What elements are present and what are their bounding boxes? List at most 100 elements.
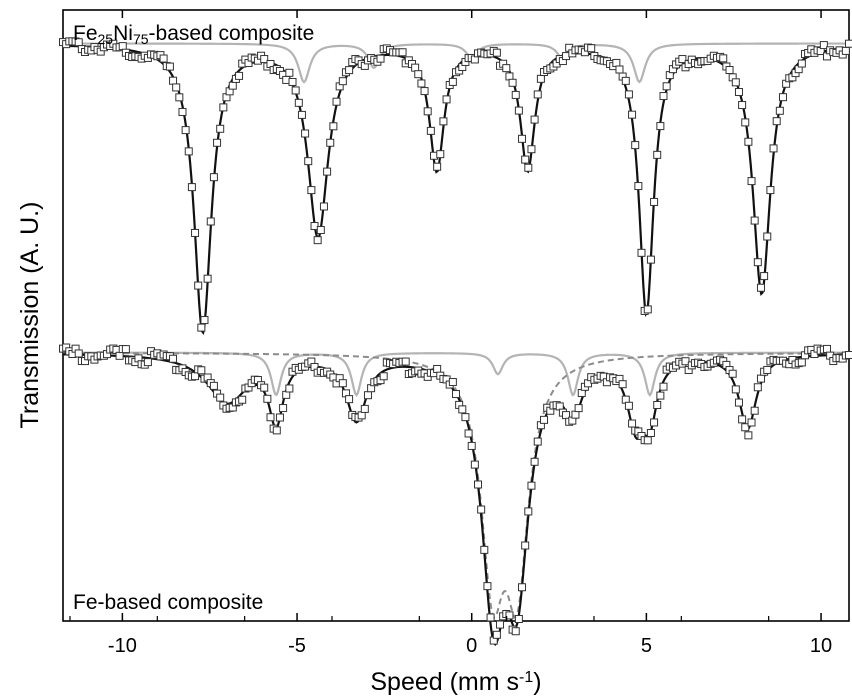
bottom-data-point [618, 380, 627, 389]
top-data-point [678, 55, 687, 64]
top-data-point [197, 323, 206, 332]
top-data-point [819, 41, 828, 50]
top-data-point [741, 118, 750, 127]
top-data-point [184, 147, 193, 156]
top-data-point [191, 228, 200, 237]
top-data-point [216, 124, 225, 133]
x-axis-ticks: -10 -5 0 5 10 [69, 10, 832, 657]
top-data-point [187, 183, 196, 192]
top-data-point [398, 48, 407, 57]
top-data-point [285, 68, 294, 77]
bottom-data-point [659, 382, 668, 391]
bottom-data-point [530, 457, 539, 466]
bottom-data-point [338, 379, 347, 388]
top-data-point [650, 197, 659, 206]
bottom-panel-points [59, 343, 852, 645]
bottom-data-point [822, 344, 831, 353]
top-data-point [159, 54, 168, 63]
top-data-point [316, 226, 325, 235]
top-data-point [426, 126, 435, 135]
top-data-point [731, 78, 740, 87]
top-data-point [719, 54, 728, 63]
bottom-data-point [483, 582, 492, 591]
bottom-data-point [433, 364, 442, 373]
bottom-data-point [401, 357, 410, 366]
bottom-data-point [492, 630, 501, 639]
top-panel-curves [62, 42, 850, 336]
top-data-point [345, 66, 354, 75]
top-data-point [536, 74, 545, 83]
top-data-point [631, 141, 640, 150]
top-data-point [533, 90, 542, 99]
bottom-data-point [681, 357, 690, 366]
bottom-data-point [275, 413, 284, 422]
bottom-data-point [734, 398, 743, 407]
top-data-point [514, 106, 523, 115]
bottom-data-point [533, 437, 542, 446]
bottom-data-point [467, 441, 476, 450]
top-data-point [646, 255, 655, 264]
bottom-data-point [511, 627, 520, 636]
top-data-point [624, 90, 633, 99]
bottom-data-point [452, 390, 460, 399]
x-tick-label: 5 [641, 635, 652, 657]
bottom-data-point [571, 410, 580, 419]
top-data-point [612, 58, 621, 67]
x-tick-label: -10 [108, 635, 137, 657]
top-data-point [291, 86, 300, 95]
bottom-data-point [521, 541, 530, 550]
bottom-data-point [461, 413, 470, 422]
top-data-point [521, 155, 530, 164]
bottom-data-point [197, 366, 206, 375]
bottom-data-point [74, 349, 83, 358]
bottom-data-point [731, 385, 740, 394]
top-data-point [492, 48, 501, 57]
bottom-data-point [470, 460, 479, 469]
bottom-data-point [750, 406, 759, 415]
top-data-point [165, 62, 174, 71]
bottom-data-point [527, 481, 536, 490]
bottom-data-point [747, 418, 756, 427]
top-data-point [763, 232, 772, 241]
bottom-data-point [646, 429, 655, 437]
top-data-point [433, 162, 442, 171]
bottom-data-point [744, 431, 753, 440]
top-data-point [766, 186, 775, 195]
bottom-data-point [741, 423, 750, 432]
bottom-data-point [216, 393, 225, 402]
top-data-point [307, 186, 316, 195]
bottom-data-point [763, 365, 772, 374]
bottom-data-point [448, 378, 457, 387]
bottom-data-point [756, 374, 765, 383]
x-tick-label: 0 [466, 635, 477, 657]
top-data-point [656, 122, 665, 131]
top-data-point [841, 46, 850, 55]
top-data-point [423, 107, 432, 116]
top-data-point [288, 77, 297, 86]
top-data-point [738, 101, 747, 110]
top-data-point [439, 117, 448, 126]
top-data-point [228, 81, 237, 90]
top-data-point [301, 129, 310, 138]
top-data-point [621, 76, 630, 85]
bottom-data-point [624, 401, 633, 410]
bottom-data-point [653, 400, 662, 409]
bottom-data-point [121, 345, 130, 354]
top-data-point [775, 106, 784, 115]
bottom-data-point [656, 391, 665, 400]
bottom-data-point [285, 384, 294, 393]
bottom-data-point [260, 383, 269, 392]
top-data-point [778, 93, 787, 102]
bottom-data-point [486, 613, 495, 622]
top-data-point [313, 236, 322, 245]
bottom-data-point [480, 545, 489, 554]
bottom-data-point [477, 505, 486, 514]
top-data-point [744, 137, 753, 146]
bottom-data-point [574, 404, 583, 413]
bottom-data-point [169, 354, 178, 363]
bottom-data-point [263, 394, 272, 403]
top-data-point [376, 54, 385, 63]
bottom-data-point [540, 415, 549, 424]
top-data-point [734, 88, 743, 97]
top-data-point [448, 77, 457, 86]
